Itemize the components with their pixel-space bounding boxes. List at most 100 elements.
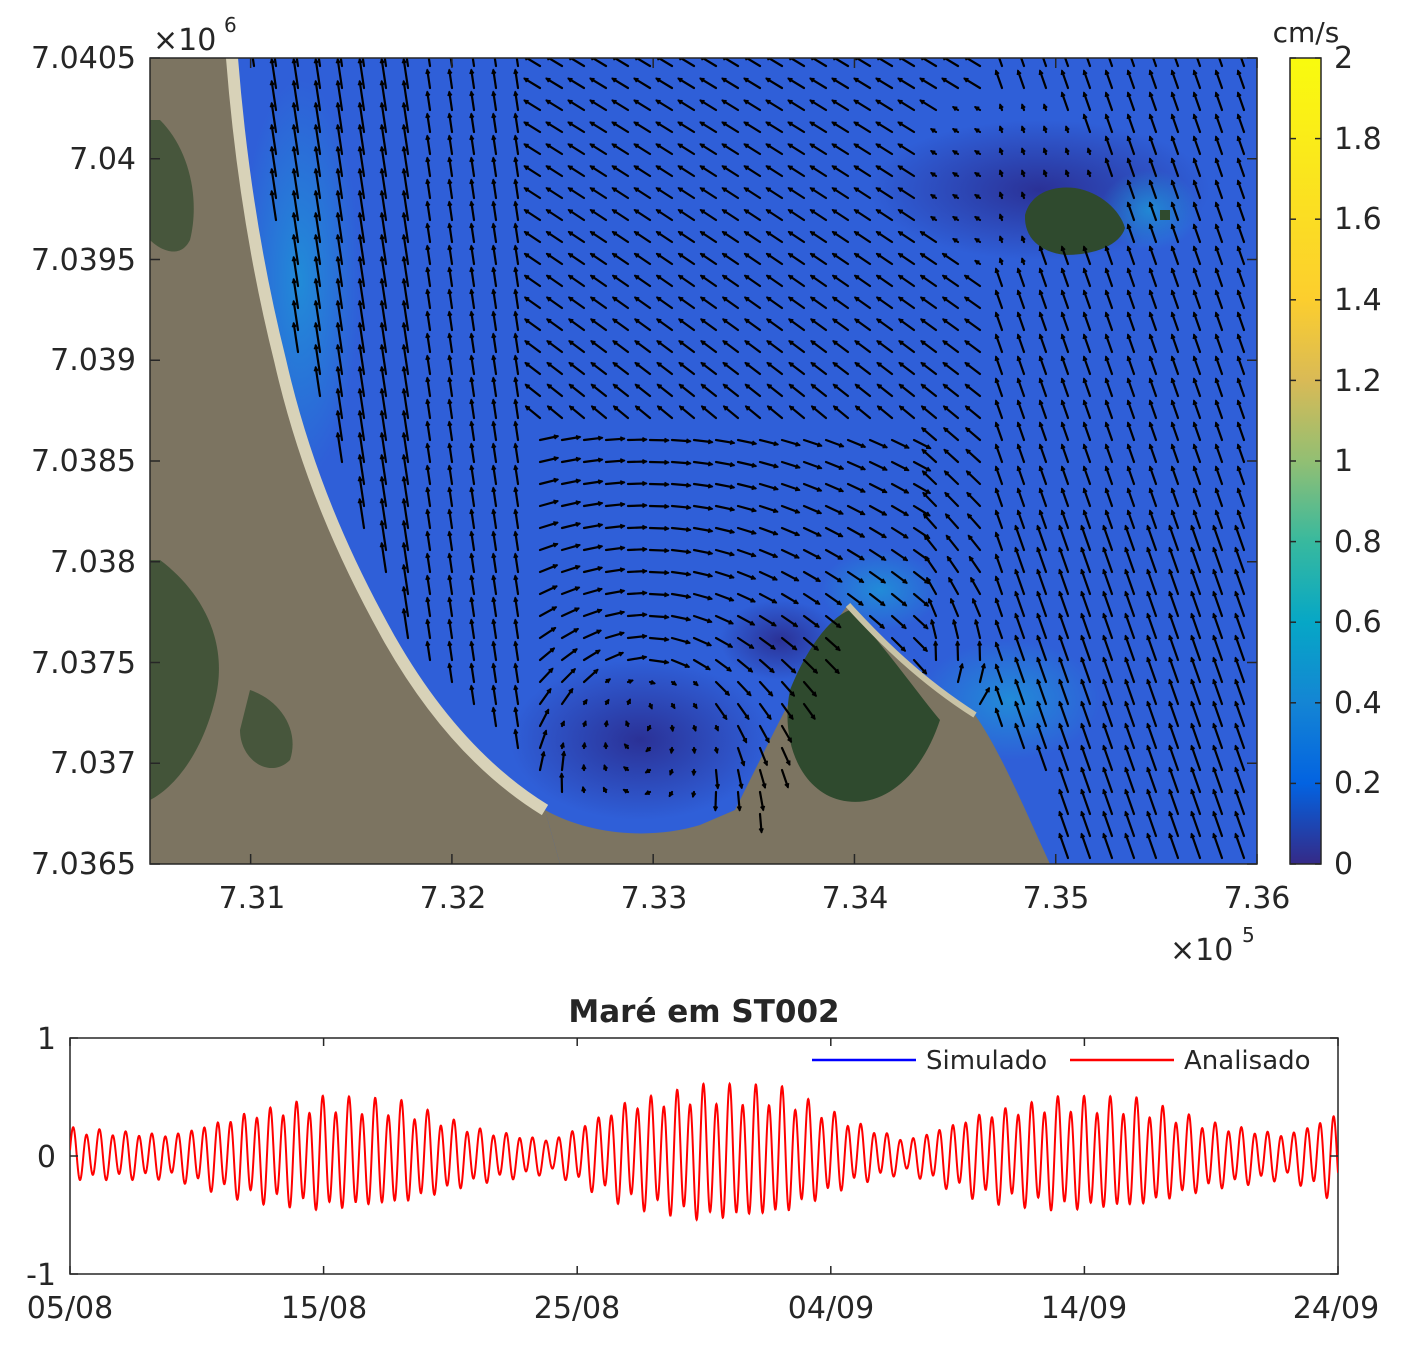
velocity-arrow: [358, 344, 366, 376]
velocity-arrow: [1192, 113, 1202, 134]
x-tick-label: 7.36: [1224, 881, 1291, 916]
velocity-arrow: [538, 542, 559, 552]
velocity-arrow: [1126, 333, 1136, 354]
velocity-arrow: [670, 636, 691, 644]
velocity-arrow: [868, 548, 887, 561]
velocity-arrow: [380, 168, 388, 200]
velocity-arrow-head: [401, 277, 407, 284]
velocity-arrow-head: [765, 165, 771, 171]
velocity-arrow-head: [965, 448, 971, 454]
velocity-arrow: [1014, 547, 1026, 574]
velocity-arrow: [545, 121, 564, 134]
velocity-arrow-head: [655, 296, 662, 302]
velocity-arrow: [692, 592, 713, 600]
velocity-arrow: [1148, 509, 1158, 530]
velocity-arrow-head: [941, 252, 948, 258]
velocity-arrow: [470, 135, 476, 156]
velocity-arrow: [1060, 289, 1070, 310]
velocity-arrow: [470, 311, 476, 332]
velocity-arrow: [824, 482, 844, 493]
velocity-arrow: [943, 470, 960, 486]
velocity-arrow-head: [513, 442, 519, 449]
velocity-arrow: [788, 405, 806, 420]
velocity-arrow-head: [603, 786, 608, 793]
velocity-arrow-head: [1038, 267, 1044, 274]
velocity-arrow: [1214, 509, 1224, 530]
velocity-arrow-head: [513, 420, 519, 427]
velocity-arrow: [1212, 569, 1224, 596]
velocity-arrow-head: [642, 458, 648, 465]
velocity-arrow: [1064, 58, 1070, 68]
velocity-arrow-head: [1192, 223, 1198, 230]
velocity-arrow-head: [1014, 590, 1020, 597]
velocity-arrow: [744, 318, 762, 332]
velocity-arrow: [758, 680, 774, 697]
velocity-arrow: [523, 99, 542, 112]
velocity-arrow-head: [567, 274, 574, 280]
velocity-arrow-head: [921, 427, 927, 433]
colorbar-tick-label: 0.2: [1334, 766, 1382, 801]
velocity-arrow-head: [491, 178, 497, 185]
velocity-arrow-head: [1236, 91, 1242, 98]
velocity-arrow: [787, 77, 806, 90]
velocity-arrow: [1102, 635, 1114, 662]
velocity-arrow-head: [605, 678, 611, 684]
velocity-arrow: [1124, 613, 1136, 640]
velocity-arrow: [868, 570, 886, 584]
velocity-arrow: [1058, 767, 1070, 794]
velocity-arrow-head: [655, 209, 661, 215]
velocity-arrow-head: [788, 58, 792, 61]
velocity-arrow-head: [765, 121, 771, 127]
velocity-arrow: [787, 143, 806, 156]
velocity-arrow-head: [379, 79, 385, 86]
velocity-arrow-head: [765, 296, 772, 302]
velocity-arrow-head: [794, 553, 800, 559]
velocity-arrow-head: [875, 231, 882, 236]
velocity-arrow-head: [589, 296, 596, 302]
velocity-arrow: [514, 509, 520, 530]
svg-text:6: 6: [224, 13, 237, 37]
velocity-arrow-head: [1190, 700, 1196, 707]
velocity-arrow-head: [758, 827, 764, 834]
velocity-arrow: [736, 526, 757, 535]
velocity-arrow-head: [1214, 267, 1220, 274]
velocity-arrow: [590, 361, 608, 376]
colorbar-tick-label: 1.6: [1334, 202, 1382, 237]
velocity-arrow: [1058, 569, 1070, 596]
velocity-arrow: [1192, 399, 1202, 420]
velocity-arrow-head: [1126, 421, 1132, 428]
velocity-arrow: [736, 548, 757, 557]
velocity-arrow: [1058, 657, 1070, 684]
velocity-arrow-head: [898, 383, 904, 389]
velocity-arrow-head: [619, 480, 626, 486]
velocity-arrow: [402, 212, 410, 244]
velocity-arrow: [868, 482, 888, 494]
velocity-arrow-head: [1124, 678, 1130, 685]
velocity-arrow: [426, 597, 432, 618]
colorbar-tick-label: 0.6: [1334, 605, 1382, 640]
velocity-arrow: [994, 333, 1004, 354]
velocity-arrow: [1104, 355, 1114, 376]
velocity-arrow: [1124, 811, 1136, 838]
velocity-arrow-head: [335, 277, 341, 284]
velocity-arrow-head: [335, 409, 341, 416]
velocity-arrow-head: [772, 530, 779, 536]
velocity-arrow: [523, 252, 542, 266]
velocity-arrow-head: [401, 541, 407, 548]
velocity-arrow-head: [834, 668, 840, 675]
velocity-arrow: [448, 487, 454, 508]
velocity-arrow-head: [664, 459, 670, 465]
velocity-arrow-head: [401, 607, 407, 614]
velocity-arrow-head: [875, 165, 881, 171]
velocity-arrow-head: [1082, 113, 1088, 120]
velocity-arrow: [448, 421, 454, 442]
velocity-arrow: [700, 274, 718, 288]
velocity-arrow: [787, 209, 806, 222]
velocity-arrow-head: [1190, 568, 1196, 575]
velocity-arrow: [402, 564, 410, 596]
velocity-arrow: [402, 344, 410, 376]
velocity-arrow: [582, 608, 603, 618]
velocity-arrow-head: [998, 191, 1004, 197]
velocity-arrow-head: [469, 310, 475, 317]
velocity-arrow-head: [925, 489, 932, 494]
